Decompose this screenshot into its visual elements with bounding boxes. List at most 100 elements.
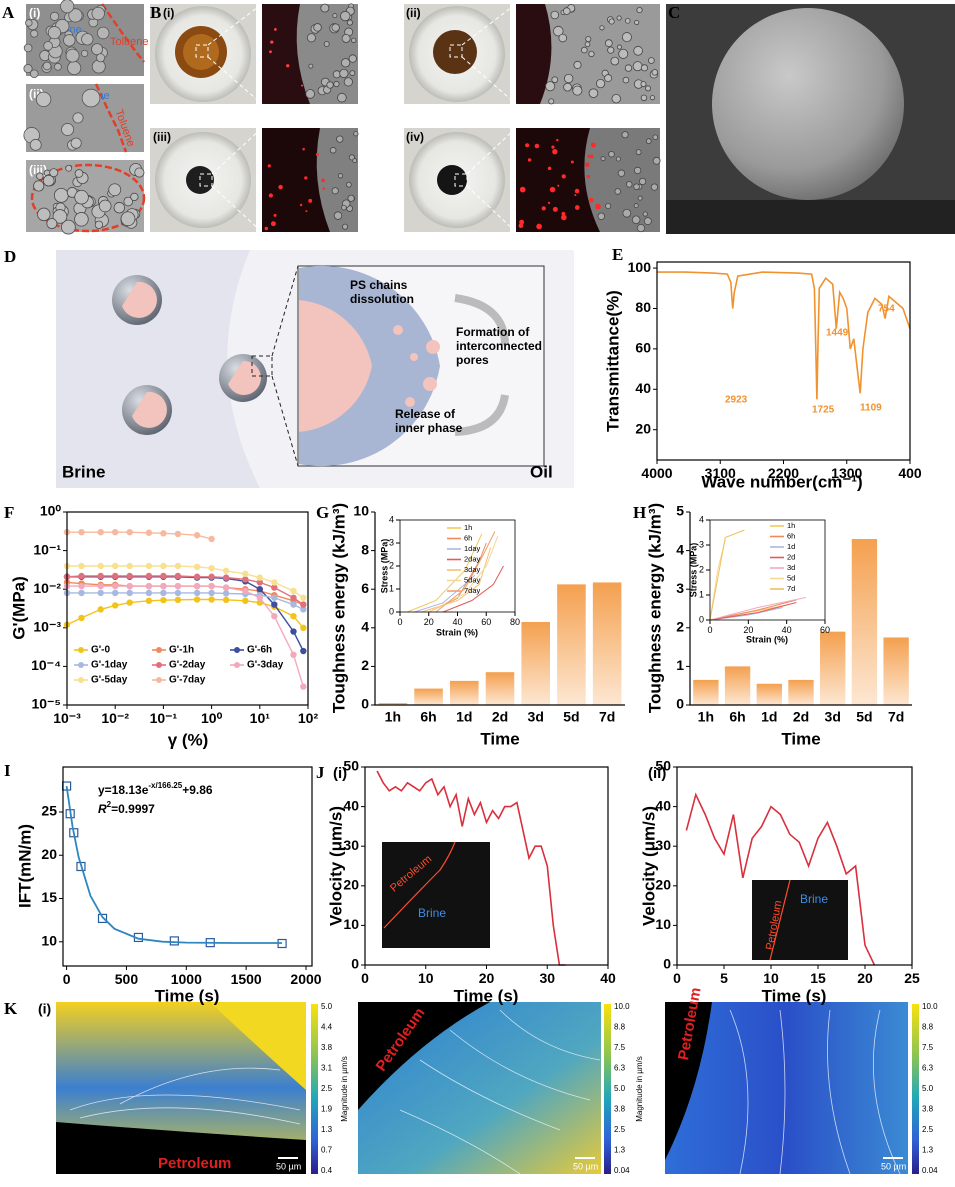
texture-dot (594, 203, 601, 210)
colorbar-tick-label: 0.04 (922, 1166, 938, 1175)
decoration (199, 173, 213, 187)
texture-dot (340, 10, 351, 22)
legend-label: 1day (464, 544, 481, 553)
texture-dot (341, 33, 351, 43)
texture-dot (551, 76, 559, 84)
texture-dot (96, 26, 110, 40)
x-axis-label: Wave number(cm⁻¹) (701, 472, 862, 491)
colorbar-tick-label: 1.9 (321, 1105, 333, 1114)
decoration (423, 377, 437, 391)
texture-dot (634, 19, 640, 26)
texture-dot (70, 137, 82, 149)
plot-frame (709, 519, 826, 621)
texture-dot (29, 138, 42, 151)
texture-dot (638, 177, 647, 186)
texture-dot (640, 64, 649, 72)
texture-dot (301, 84, 304, 87)
annotation: 2923 (725, 395, 748, 406)
decoration (30, 163, 146, 233)
texture-dot (113, 202, 125, 214)
sub-label: (i) (38, 1001, 51, 1017)
legend-label: 3day (464, 565, 481, 574)
decoration (405, 397, 415, 407)
y-axis-label: Stress (MPa) (688, 543, 698, 598)
texture-dot (604, 39, 613, 48)
legend-label: 5d (787, 573, 795, 582)
data-line (67, 531, 212, 540)
texture-dot (574, 205, 580, 210)
bar (450, 680, 479, 705)
data-point (290, 628, 297, 635)
panel-d: D PS chains dissolution Formation of int… (4, 247, 575, 488)
data-point (126, 572, 133, 580)
texture-dot (72, 112, 84, 124)
bar (820, 631, 846, 705)
texture-dot (339, 68, 349, 79)
legend-label: 3d (787, 563, 795, 572)
texture-dot (337, 173, 344, 179)
colorbar-tick-label: 1.3 (321, 1125, 333, 1134)
decoration (358, 1002, 490, 1110)
texture-dot (321, 178, 325, 183)
texture-dot (599, 25, 605, 31)
x-tick-label: 2d (793, 709, 809, 725)
texture-dot (340, 58, 351, 68)
colorbar-tick-label: 8.8 (922, 1023, 934, 1032)
legend-label: 7d (787, 584, 795, 593)
texture-dot (635, 149, 642, 156)
y-tick-label: 4 (389, 514, 394, 524)
colorbar-tick-label: 5.0 (321, 1002, 333, 1011)
data-point (112, 582, 119, 590)
y-tick-label: 6 (361, 580, 369, 596)
decoration (454, 173, 468, 187)
texture-dot (549, 186, 556, 193)
texture-dot (614, 188, 621, 195)
texture-dot (348, 54, 357, 63)
label-brine: Brine (800, 892, 828, 906)
inset-background (400, 520, 515, 612)
x-axis-label: Strain (%) (436, 627, 478, 637)
texture-dot (130, 192, 139, 202)
texture-dot (633, 46, 643, 56)
texture-dot (608, 18, 615, 25)
legend-label: 7day (464, 586, 481, 595)
texture-dot (264, 226, 269, 231)
texture-dot (322, 187, 325, 190)
decoration (410, 353, 418, 361)
data-line (657, 271, 911, 400)
data-point (160, 572, 167, 580)
y-tick-label: 80 (635, 299, 651, 315)
x-tick-label: 10¹ (250, 710, 271, 726)
texture-dot (353, 131, 359, 137)
texture-dot (652, 134, 659, 141)
texture-dot (67, 60, 82, 76)
colorbar-tick-label: 5.0 (922, 1084, 934, 1093)
texture-dot (600, 156, 606, 162)
sub-label: (iv) (406, 130, 424, 144)
data-point (193, 563, 201, 571)
plot-frame (364, 766, 609, 966)
scale-bar-label: 50 µm (573, 1161, 598, 1171)
texture-dot (572, 85, 583, 96)
y-tick-label: 30 (343, 837, 359, 853)
panel-a: A (i) (ii) (iii) Brine Toluene Brine Tol… (2, 3, 149, 233)
y-tick-label: 0 (389, 606, 394, 616)
texture-dot (308, 198, 313, 203)
legend-marker (78, 647, 84, 653)
y-tick-label: 8 (361, 541, 369, 557)
y-tick-label: 3 (676, 580, 684, 596)
data-point (126, 582, 133, 590)
texture-dot (81, 49, 89, 58)
texture-dot (81, 33, 94, 46)
data-point (160, 530, 167, 537)
annotation: 1449 (826, 328, 849, 339)
data-point (208, 582, 215, 590)
decoration (449, 44, 463, 58)
decoration (827, 1009, 851, 1175)
y-tick-label: 3 (389, 537, 394, 547)
x-axis-label: Time (s) (155, 986, 220, 1005)
decoration (195, 44, 209, 58)
legend-label: G'-5day (91, 675, 128, 686)
x-axis-label: γ (%) (168, 730, 209, 749)
y-tick-label: 0 (699, 614, 704, 624)
